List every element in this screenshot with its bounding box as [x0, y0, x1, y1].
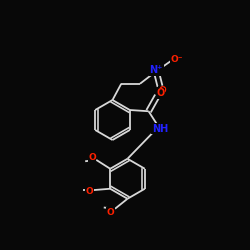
Text: N⁺: N⁺	[150, 65, 163, 75]
Text: O⁻: O⁻	[170, 55, 183, 64]
Text: O: O	[106, 208, 114, 217]
Text: O: O	[159, 86, 166, 95]
Text: O: O	[156, 88, 164, 98]
Text: NH: NH	[152, 124, 168, 134]
Text: O: O	[88, 153, 96, 162]
Text: O: O	[86, 187, 94, 196]
